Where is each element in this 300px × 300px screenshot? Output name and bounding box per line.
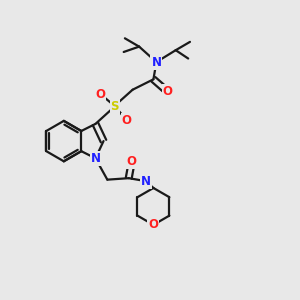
Text: S: S [110, 100, 119, 112]
Text: O: O [127, 155, 137, 168]
Text: N: N [152, 56, 161, 69]
Text: O: O [148, 218, 158, 231]
Text: O: O [163, 85, 173, 98]
Text: O: O [122, 114, 132, 127]
Text: N: N [141, 175, 151, 188]
Text: N: N [91, 152, 100, 165]
Text: O: O [95, 88, 106, 101]
